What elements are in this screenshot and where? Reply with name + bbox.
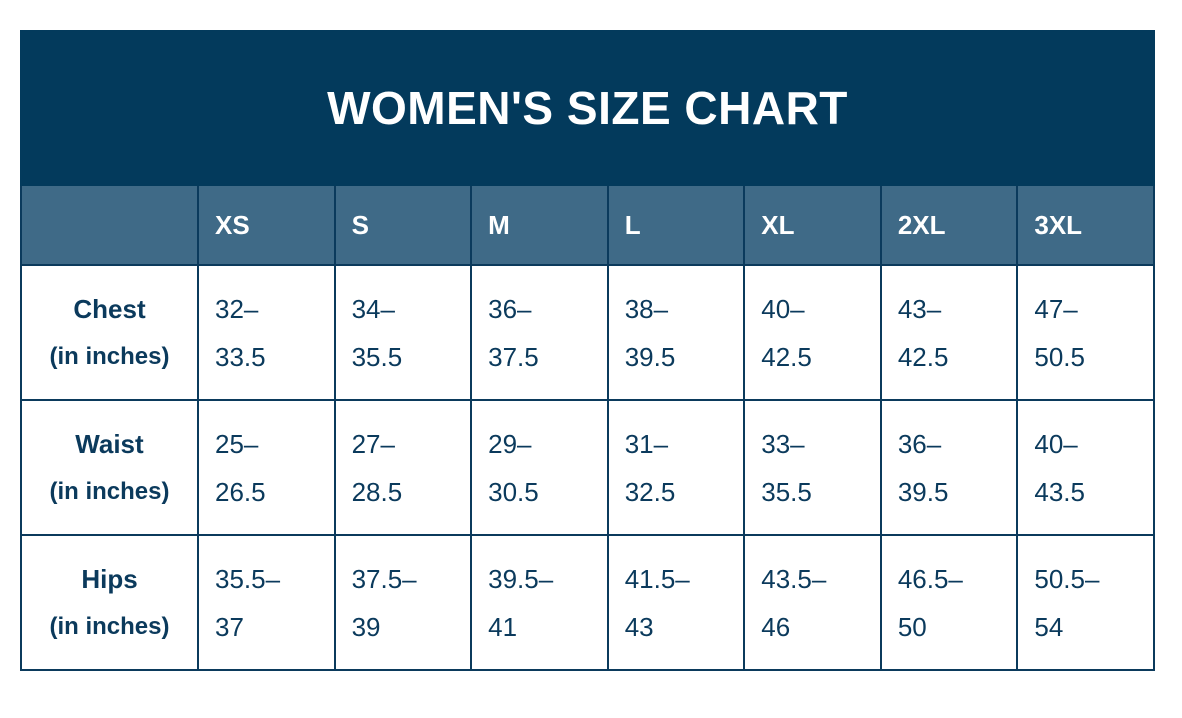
table-cell: 40–42.5 <box>743 264 882 401</box>
table-cell: 33–35.5 <box>743 399 882 536</box>
table-cell: 41.5–43 <box>606 534 746 671</box>
cell-value: 36–37.5 <box>488 293 539 372</box>
cell-value: 47–50.5 <box>1034 293 1085 372</box>
corner-cell <box>20 184 199 266</box>
row-name: Chest <box>73 293 146 324</box>
cell-value: 29–30.5 <box>488 428 539 507</box>
column-header: 2XL <box>879 184 1019 266</box>
size-table: WOMEN'S SIZE CHART XS S M L XL 2XL 3XL Chest (i… <box>20 30 1155 671</box>
table-cell: 29–30.5 <box>470 399 609 536</box>
row-label: Hips (in inches) <box>20 534 199 671</box>
table-cell: 25–26.5 <box>197 399 336 536</box>
table-cell: 32–33.5 <box>197 264 336 401</box>
table-cell: 50.5–54 <box>1016 534 1155 671</box>
table-cell: 34–35.5 <box>333 264 473 401</box>
cell-value: 40–42.5 <box>761 293 812 372</box>
table-cell: 31–32.5 <box>606 399 746 536</box>
cell-value: 33–35.5 <box>761 428 812 507</box>
column-header: XS <box>197 184 336 266</box>
cell-value: 46.5–50 <box>897 563 963 642</box>
cell-value: 25–26.5 <box>215 428 266 507</box>
table-row: Waist (in inches) 25–26.5 27–28.5 29–30.5 31–… <box>20 399 1155 536</box>
row-name: Waist <box>75 428 144 459</box>
column-header: 3XL <box>1016 184 1155 266</box>
table-cell: 39.5–41 <box>470 534 609 671</box>
table-cell: 35.5–37 <box>197 534 336 671</box>
size-chart: WOMEN'S SIZE CHART XS S M L XL 2XL 3XL Chest (i… <box>20 30 1155 671</box>
cell-value: 43–42.5 <box>897 293 949 372</box>
cell-value: 41.5–43 <box>624 563 690 642</box>
row-unit: (in inches) <box>49 612 170 640</box>
table-cell: 43–42.5 <box>879 264 1019 401</box>
table-cell: 36–37.5 <box>470 264 609 401</box>
cell-value: 50.5–54 <box>1034 563 1100 642</box>
column-header: L <box>606 184 746 266</box>
cell-value: 37.5–39 <box>351 563 417 642</box>
header-row: XS S M L XL 2XL 3XL <box>20 184 1155 266</box>
row-unit: (in inches) <box>49 342 170 370</box>
cell-value: 35.5–37 <box>215 563 281 642</box>
table-cell: 43.5–46 <box>743 534 882 671</box>
table-cell: 37.5–39 <box>333 534 473 671</box>
table-cell: 46.5–50 <box>879 534 1019 671</box>
cell-value: 27–28.5 <box>351 428 403 507</box>
table-row: Hips (in inches) 35.5–37 37.5–39 39.5–41 41.5… <box>20 534 1155 671</box>
cell-value: 40–43.5 <box>1034 428 1085 507</box>
cell-value: 31–32.5 <box>624 428 676 507</box>
row-name: Hips <box>81 563 138 594</box>
cell-value: 43.5–46 <box>761 563 827 642</box>
cell-value: 34–35.5 <box>351 293 403 372</box>
cell-value: 38–39.5 <box>624 293 676 372</box>
cell-value: 32–33.5 <box>215 293 266 372</box>
column-header: XL <box>743 184 882 266</box>
table-cell: 36–39.5 <box>879 399 1019 536</box>
table-cell: 40–43.5 <box>1016 399 1155 536</box>
table-title: WOMEN'S SIZE CHART <box>20 30 1155 186</box>
row-label: Chest (in inches) <box>20 264 199 401</box>
row-unit: (in inches) <box>49 477 170 505</box>
table-cell: 27–28.5 <box>333 399 473 536</box>
row-label: Waist (in inches) <box>20 399 199 536</box>
table-cell: 38–39.5 <box>606 264 746 401</box>
column-header: S <box>333 184 473 266</box>
cell-value: 36–39.5 <box>897 428 949 507</box>
table-body: Chest (in inches) 32–33.5 34–35.5 36–37.5 38–… <box>20 264 1155 671</box>
table-row: Chest (in inches) 32–33.5 34–35.5 36–37.5 38–… <box>20 264 1155 401</box>
table-cell: 47–50.5 <box>1016 264 1155 401</box>
column-header: M <box>470 184 609 266</box>
cell-value: 39.5–41 <box>488 563 554 642</box>
